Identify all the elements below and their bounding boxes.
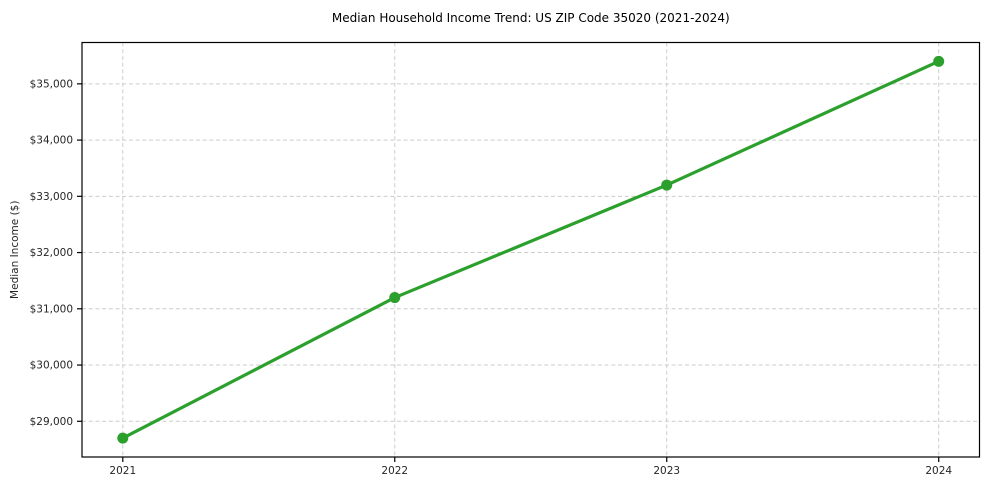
- y-tick-label: $35,000: [30, 78, 73, 90]
- plot-border: [81, 41, 981, 458]
- y-axis-label: Median Income ($): [9, 201, 21, 299]
- x-tick-label: 2023: [653, 465, 680, 477]
- x-tick-label: 2024: [925, 465, 952, 477]
- x-tick-label: 2022: [381, 465, 408, 477]
- chart-title: Median Household Income Trend: US ZIP Co…: [332, 11, 730, 25]
- y-tick-label: $31,000: [30, 303, 73, 315]
- gridlines: [82, 42, 980, 457]
- y-tick-label: $34,000: [30, 135, 73, 147]
- data-point-2022: [389, 292, 401, 304]
- data-point-2021: [117, 432, 129, 444]
- y-tick-label: $33,000: [30, 191, 73, 203]
- tick-labels: $29,000 $30,000 $31,000 $32,000 $33,000 $34,0…: [30, 78, 953, 477]
- data-point-2024: [933, 55, 945, 67]
- y-tick-label: $32,000: [30, 247, 73, 259]
- data-series: [117, 55, 945, 444]
- y-tick-label: $29,000: [30, 416, 73, 428]
- axes-box: [77, 41, 981, 462]
- y-tick-label: $30,000: [30, 360, 73, 372]
- income-trend-line: [121, 59, 941, 440]
- data-point-2023: [661, 179, 673, 191]
- x-tick-label: 2021: [109, 465, 136, 477]
